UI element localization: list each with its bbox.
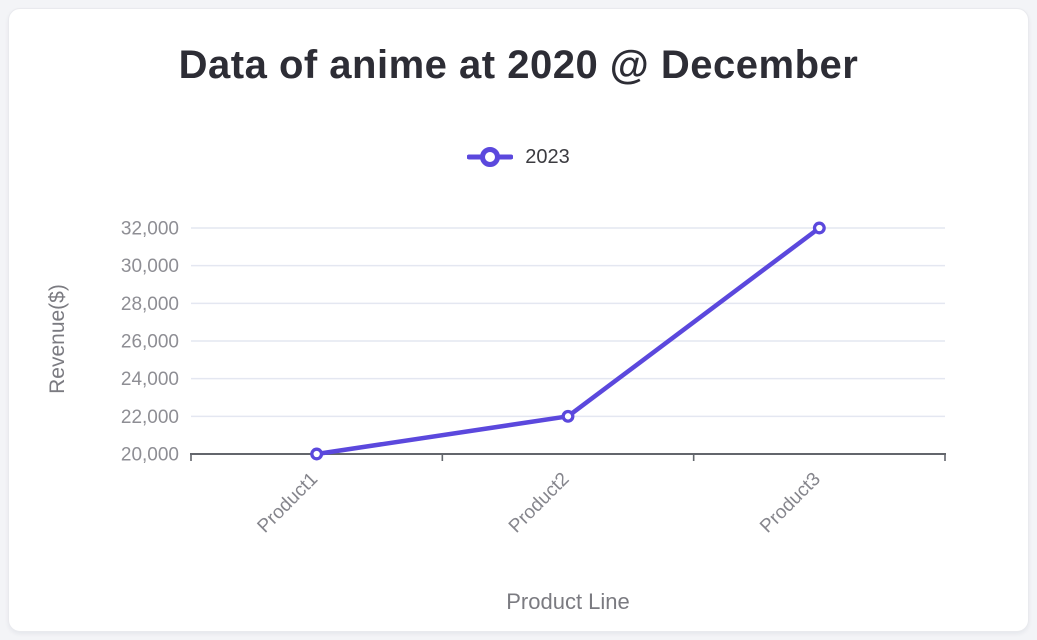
y-tick-label: 22,000 — [121, 407, 179, 428]
x-tick-label: Product2 — [505, 469, 574, 538]
y-tick-label: 24,000 — [121, 369, 179, 390]
legend: 2023 — [9, 145, 1028, 169]
plot-area: 20,000 22,000 24,000 26,000 28,000 30,000 32,0… — [121, 219, 946, 538]
legend-item-2023[interactable]: 2023 — [467, 145, 570, 169]
legend-marker-icon — [467, 147, 514, 167]
x-axis-title: Product Line — [506, 589, 630, 614]
legend-label: 2023 — [525, 145, 570, 168]
data-point-marker[interactable] — [310, 447, 324, 461]
y-tick-label: 32,000 — [121, 219, 179, 240]
y-tick-label: 30,000 — [121, 256, 179, 277]
data-point-marker[interactable] — [812, 221, 826, 235]
y-tick-label: 20,000 — [121, 445, 179, 466]
y-tick-label: 26,000 — [121, 332, 179, 353]
y-tick-label: 28,000 — [121, 294, 179, 315]
data-point-marker[interactable] — [561, 409, 575, 423]
chart-card: Data of anime at 2020 @ December 2023 Re… — [8, 8, 1029, 632]
x-tick-label: Product1 — [254, 469, 323, 538]
x-tick-label: Product3 — [756, 469, 825, 538]
chart-title: Data of anime at 2020 @ December — [178, 43, 859, 87]
